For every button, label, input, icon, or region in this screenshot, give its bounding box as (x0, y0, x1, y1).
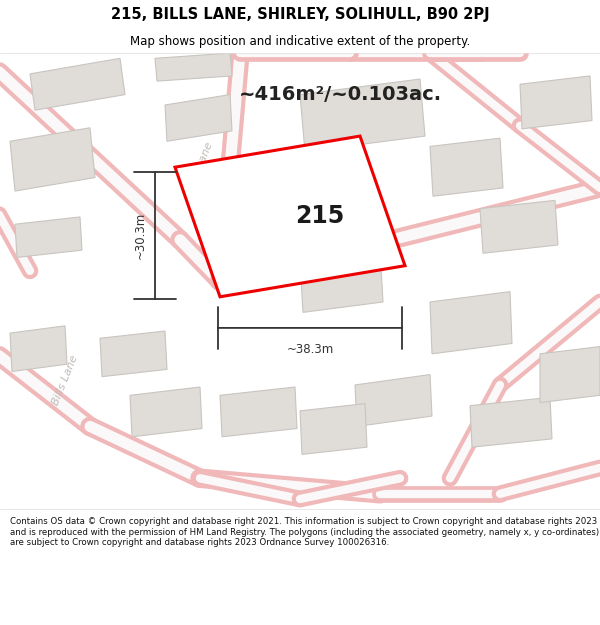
Polygon shape (155, 53, 232, 81)
Polygon shape (470, 398, 552, 447)
Polygon shape (540, 347, 600, 403)
Polygon shape (355, 374, 432, 426)
Polygon shape (165, 94, 232, 141)
Text: Bills Lane: Bills Lane (50, 353, 80, 406)
Polygon shape (10, 326, 67, 371)
Polygon shape (430, 292, 512, 354)
Polygon shape (300, 250, 383, 312)
Polygon shape (430, 138, 503, 196)
Polygon shape (10, 127, 95, 191)
Polygon shape (220, 387, 297, 437)
Text: ~38.3m: ~38.3m (286, 344, 334, 356)
Text: ~416m²/~0.103ac.: ~416m²/~0.103ac. (238, 85, 442, 104)
Polygon shape (15, 217, 82, 258)
Polygon shape (300, 79, 425, 152)
Text: Map shows position and indicative extent of the property.: Map shows position and indicative extent… (130, 35, 470, 48)
Text: ~30.3m: ~30.3m (134, 212, 147, 259)
Polygon shape (130, 387, 202, 437)
Polygon shape (30, 58, 125, 110)
Polygon shape (215, 229, 288, 286)
Polygon shape (100, 331, 167, 377)
Polygon shape (480, 201, 558, 253)
Text: 215, BILLS LANE, SHIRLEY, SOLIHULL, B90 2PJ: 215, BILLS LANE, SHIRLEY, SOLIHULL, B90 … (110, 8, 490, 22)
Polygon shape (520, 76, 592, 129)
Text: Contains OS data © Crown copyright and database right 2021. This information is : Contains OS data © Crown copyright and d… (10, 518, 599, 548)
Text: 215: 215 (295, 204, 344, 229)
Polygon shape (300, 404, 367, 454)
Text: Bills Lane: Bills Lane (185, 141, 215, 194)
Polygon shape (175, 136, 405, 297)
